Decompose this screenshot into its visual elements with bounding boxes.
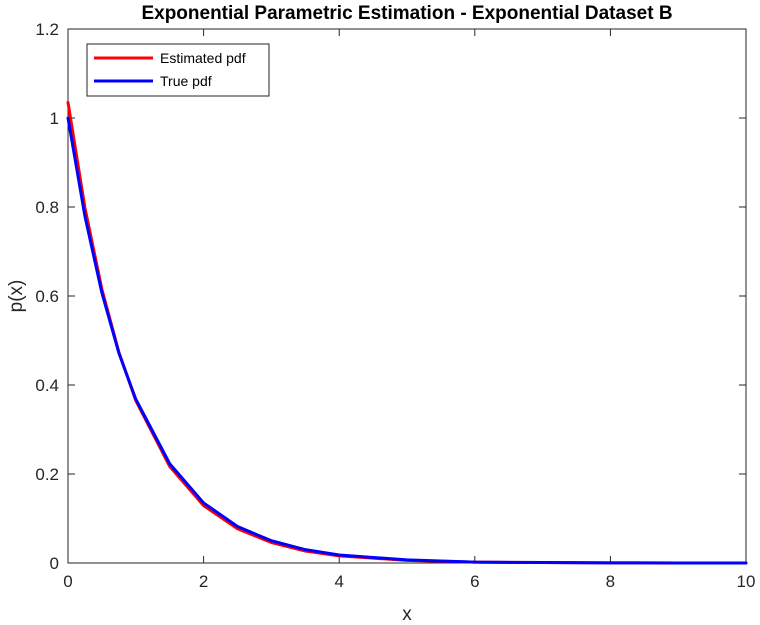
y-tick-label: 0.4 [35, 376, 59, 395]
y-tick-label: 0 [50, 554, 59, 573]
legend-label: True pdf [160, 73, 212, 89]
x-tick-label: 2 [199, 572, 208, 591]
chart-title: Exponential Parametric Estimation - Expo… [141, 3, 672, 24]
series-line-true-pdf [66, 116, 748, 565]
y-tick-label: 0.2 [35, 465, 59, 484]
x-axis-ticks: 0 2 4 6 8 10 [63, 29, 755, 591]
legend: Estimated pdf True pdf [86, 43, 270, 97]
x-tick-label: 8 [606, 572, 615, 591]
x-tick-label: 0 [63, 572, 72, 591]
x-tick-label: 4 [334, 572, 343, 591]
plot-area [67, 28, 747, 564]
y-axis-label: p(x) [6, 280, 27, 313]
y-axis-ticks: 0 0.2 0.4 0.6 0.8 1 1.2 [35, 20, 746, 573]
y-tick-label: 1 [50, 109, 59, 128]
y-tick-label: 1.2 [35, 20, 59, 39]
series-layer [66, 100, 748, 565]
y-tick-label: 0.8 [35, 198, 59, 217]
legend-box [86, 43, 270, 97]
x-tick-label: 6 [470, 572, 479, 591]
plot-frame [67, 28, 747, 564]
legend-label: Estimated pdf [160, 50, 246, 66]
x-tick-label: 10 [737, 572, 756, 591]
x-axis-label: x [402, 604, 412, 625]
y-tick-label: 0.6 [35, 287, 59, 306]
